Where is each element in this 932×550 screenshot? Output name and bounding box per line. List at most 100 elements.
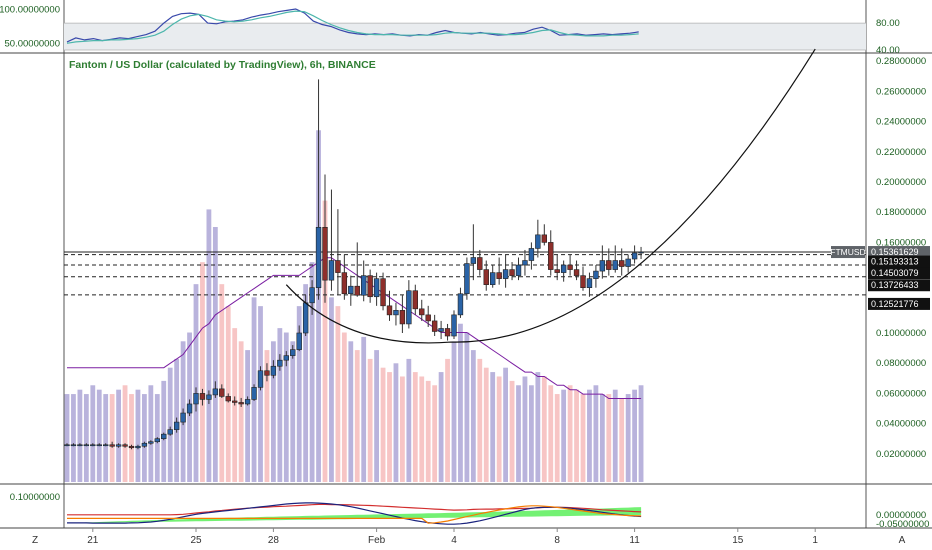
candle-body bbox=[515, 264, 522, 276]
candle-body bbox=[232, 400, 238, 403]
price-panel[interactable]: 0.28000000 0.26000000 0.24000000 0.22000000… bbox=[0, 48, 932, 485]
volume-bar bbox=[316, 130, 321, 482]
candle-body bbox=[296, 332, 302, 350]
candle-body bbox=[283, 355, 289, 361]
bottom-oscillator-panel: 0.10000000 0.00000000-0.05000000 bbox=[0, 492, 932, 530]
candle-body bbox=[489, 272, 496, 285]
volume-bar bbox=[412, 372, 418, 482]
candle-body bbox=[599, 260, 606, 272]
candle-body bbox=[161, 433, 167, 440]
volume-ma-line bbox=[67, 257, 642, 399]
candle-body bbox=[328, 260, 335, 281]
time-tick-label: Feb bbox=[368, 535, 386, 546]
candle-body bbox=[186, 403, 193, 414]
time-tick-label: 28 bbox=[268, 535, 280, 546]
volume-bar bbox=[612, 389, 618, 482]
candle-body bbox=[483, 269, 489, 285]
candle-body bbox=[341, 272, 348, 295]
volume-bar bbox=[329, 297, 334, 482]
candle-body bbox=[528, 248, 535, 261]
volume-bar bbox=[606, 394, 612, 482]
top-oscillator-line-0 bbox=[66, 8, 639, 43]
candle-body bbox=[315, 227, 322, 289]
volume-bar bbox=[464, 332, 470, 482]
volume-bar bbox=[161, 380, 167, 482]
time-axis[interactable]: 21 25 28 Feb 4 8 11 15 1 bbox=[87, 528, 818, 546]
volume-bar bbox=[290, 341, 296, 482]
top-right-tick: 40.00 bbox=[876, 45, 900, 56]
volume-bar bbox=[632, 389, 637, 482]
chart-title: Fantom / US Dollar (calculated by Tradin… bbox=[69, 59, 376, 71]
candle-body bbox=[309, 287, 315, 304]
candle-body bbox=[122, 444, 128, 447]
current-price-tag bbox=[868, 246, 930, 259]
candle-body bbox=[444, 328, 451, 337]
candle-body bbox=[470, 257, 477, 264]
volume-bar bbox=[296, 306, 302, 482]
candle-body bbox=[219, 388, 225, 397]
candle-body bbox=[638, 251, 644, 254]
volume-bar bbox=[561, 389, 567, 482]
top-right-tick: 80.00 bbox=[876, 18, 900, 29]
price-tick-label: 0.10000000 bbox=[876, 328, 926, 339]
volume-bar bbox=[445, 358, 450, 482]
volume-bar bbox=[496, 376, 502, 482]
candle-body bbox=[438, 328, 444, 332]
volume-bar bbox=[425, 380, 431, 482]
candle-body bbox=[399, 310, 406, 325]
volume-bar bbox=[567, 385, 573, 482]
candle-body bbox=[90, 444, 96, 447]
level-tag-text: 0.12521776 bbox=[871, 299, 919, 309]
ema-ribbon bbox=[67, 507, 642, 524]
candle-body bbox=[386, 305, 393, 316]
volume-bar bbox=[354, 350, 360, 482]
candle-body bbox=[199, 393, 206, 400]
candle-body bbox=[580, 275, 586, 288]
volume-bar bbox=[393, 363, 399, 482]
candle-body bbox=[277, 359, 283, 367]
time-tick-label: 8 bbox=[554, 535, 560, 546]
symbol-tag bbox=[831, 246, 865, 259]
price-tick-label: 0.20000000 bbox=[876, 177, 926, 188]
footer-controls: Z A bbox=[32, 535, 906, 546]
candle-body bbox=[586, 278, 593, 289]
volume-bar bbox=[71, 394, 76, 482]
volume-bar bbox=[432, 385, 438, 482]
candle-body bbox=[412, 290, 418, 310]
candle-body bbox=[625, 258, 631, 267]
volume-bar bbox=[103, 394, 109, 482]
candle-body bbox=[115, 444, 122, 447]
candle-body bbox=[560, 264, 567, 273]
volume-bar bbox=[419, 376, 425, 482]
volume-bar bbox=[541, 376, 547, 482]
top-left-tick: 50.00000000 bbox=[5, 38, 60, 49]
volume-bar bbox=[264, 350, 270, 482]
volume-bar bbox=[77, 389, 83, 482]
volume-bar bbox=[129, 394, 134, 482]
candle-body bbox=[348, 285, 354, 295]
volume-bar bbox=[109, 394, 115, 482]
volume-bar bbox=[400, 376, 405, 482]
volume-bar bbox=[477, 358, 483, 482]
log-scale-toggle[interactable]: Z bbox=[32, 535, 38, 546]
time-tick-label: 1 bbox=[812, 535, 818, 546]
volume-bar bbox=[64, 394, 70, 482]
volume-bar bbox=[580, 394, 586, 482]
time-tick-label: 21 bbox=[87, 535, 99, 546]
symbol-tag-text: FTMUSD bbox=[830, 247, 865, 257]
volume-bar bbox=[142, 394, 147, 482]
level-tag bbox=[868, 297, 930, 310]
candle-body bbox=[373, 278, 380, 298]
price-tick-label: 0.16000000 bbox=[876, 237, 926, 248]
price-tick-label: 0.24000000 bbox=[876, 117, 926, 128]
volume-bar bbox=[96, 389, 102, 482]
auto-scale-toggle[interactable]: A bbox=[899, 535, 906, 546]
volume-bar bbox=[516, 385, 521, 482]
volume-bar bbox=[535, 372, 541, 482]
candle-body bbox=[425, 314, 431, 322]
bottom-oscillator-line-1 bbox=[67, 502, 642, 525]
candle-body bbox=[83, 444, 90, 447]
volume-bar bbox=[309, 262, 315, 482]
candle-body bbox=[109, 444, 115, 447]
